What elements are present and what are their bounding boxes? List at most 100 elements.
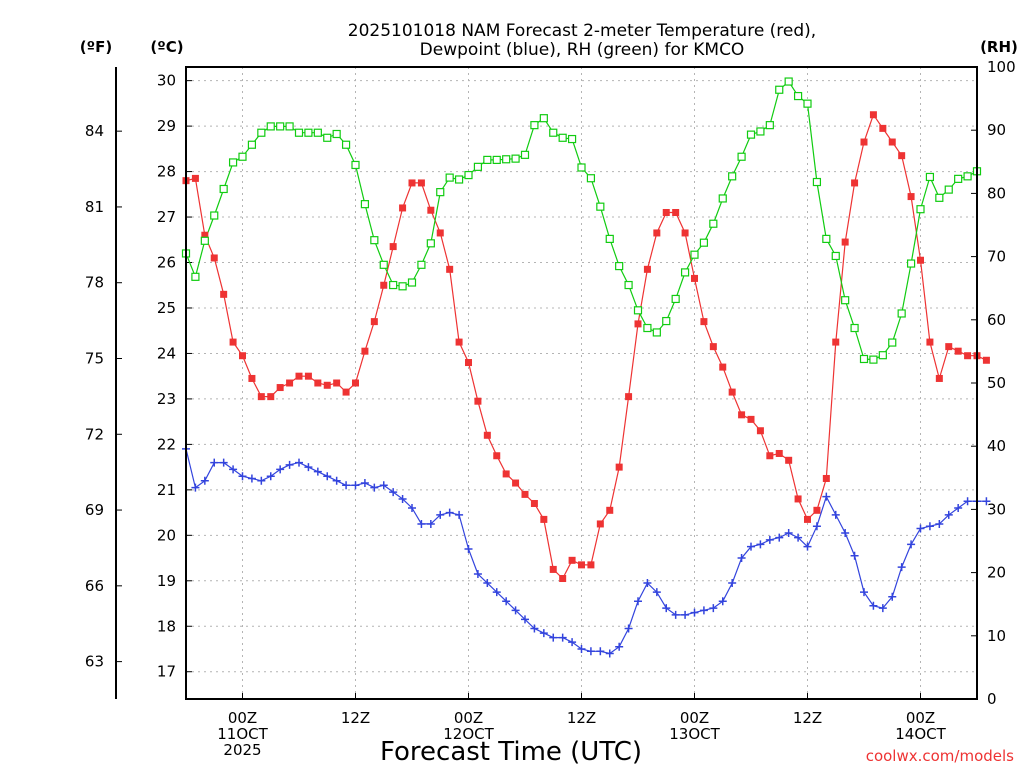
temperature-point-1 <box>191 174 199 182</box>
temperature-point-35 <box>512 479 520 487</box>
rh-tick-label-40: 40 <box>987 437 1006 455</box>
celsius-tick-label-29: 29 <box>157 117 176 135</box>
rh-point-22 <box>389 280 398 290</box>
dewpoint-point-70 <box>841 529 850 538</box>
rh-point-47 <box>624 280 633 290</box>
rh-point-4 <box>219 184 228 194</box>
dewpoint-point-81 <box>944 510 953 519</box>
celsius-tick-label-30: 30 <box>157 72 176 90</box>
dewpoint-point-31 <box>473 569 482 578</box>
rh-point-27 <box>436 188 445 197</box>
x-tick-label-1-0: 12Z <box>341 709 370 727</box>
rh-point-18 <box>351 160 360 170</box>
rh-point-60 <box>746 130 756 139</box>
celsius-tick-label-22: 22 <box>157 435 176 453</box>
rh-point-64 <box>784 77 793 86</box>
rh-point-68 <box>822 234 831 244</box>
celsius-unit-label: (ºC) <box>150 38 183 56</box>
celsius-tick-label-24: 24 <box>157 344 176 362</box>
dewpoint-point-42 <box>577 644 586 653</box>
x-tick-label-2-1: 12OCT <box>443 725 494 743</box>
rh-point-74 <box>878 351 887 360</box>
celsius-axis: 17 18 19 20 21 22 23 24 25 26 27 28 29 30 <box>157 72 192 681</box>
temperature-point-32 <box>483 431 491 439</box>
dewpoint-point-29 <box>455 510 464 519</box>
temperature-point-59 <box>738 411 746 419</box>
dewpoint-point-26 <box>426 519 435 528</box>
temperature-point-81 <box>945 343 953 351</box>
dewpoint-point-65 <box>794 533 803 542</box>
rh-point-54 <box>690 250 699 259</box>
chart-title-line-2: Dewpoint (blue), RH (green) for KMCO <box>420 40 745 60</box>
celsius-tick-label-23: 23 <box>157 390 176 408</box>
dewpoint-point-64 <box>784 529 793 538</box>
fahrenheit-tick-label-72: 72 <box>85 425 104 443</box>
dewpoint-point-71 <box>850 551 859 560</box>
rh-point-41 <box>567 134 577 144</box>
dewpoint-point-3 <box>210 458 219 467</box>
celsius-tick-label-20: 20 <box>157 526 176 544</box>
temperature-point-67 <box>813 506 821 514</box>
celsius-tick-label-25: 25 <box>157 299 176 317</box>
rh-point-72 <box>859 354 869 364</box>
rh-point-25 <box>417 260 426 269</box>
temperature-point-8 <box>257 393 265 401</box>
dewpoint-point-48 <box>634 597 642 606</box>
temperature-point-77 <box>907 193 915 201</box>
celsius-tick-label-19: 19 <box>157 572 176 590</box>
rh-tick-label-50: 50 <box>987 374 1006 392</box>
rh-point-52 <box>671 294 680 304</box>
dewpoint-point-51 <box>662 604 671 613</box>
dewpoint-point-75 <box>888 592 897 601</box>
dewpoint-point-61 <box>756 540 765 549</box>
rh-point-51 <box>662 316 671 326</box>
rh-point-40 <box>558 133 567 142</box>
dewpoint-point-80 <box>935 519 944 528</box>
celsius-tick-label-18: 18 <box>157 617 176 635</box>
temperature-point-79 <box>926 338 934 346</box>
rh-point-11 <box>285 122 294 131</box>
temperature-point-40 <box>559 575 567 583</box>
rh-point-77 <box>906 259 916 268</box>
temperature-point-60 <box>747 415 755 423</box>
rh-point-21 <box>379 260 388 269</box>
temperature-point-41 <box>568 556 576 564</box>
dewpoint-point-10 <box>276 465 285 474</box>
temperature-point-11 <box>286 379 294 387</box>
dewpoint-point-4 <box>219 458 228 467</box>
dewpoint-point-20 <box>370 483 379 492</box>
dewpoint-point-66 <box>803 542 812 551</box>
rh-point-79 <box>925 172 935 182</box>
rh-tick-label-0: 0 <box>987 690 997 708</box>
rh-point-19 <box>360 200 370 209</box>
rh-point-29 <box>454 175 464 184</box>
temperature-point-26 <box>427 206 435 214</box>
temperature-point-27 <box>436 229 444 237</box>
dewpoint-point-11 <box>285 460 294 469</box>
temperature-point-13 <box>304 372 312 380</box>
rh-point-39 <box>549 128 558 137</box>
temperature-point-71 <box>851 179 859 187</box>
rh-point-70 <box>841 296 850 305</box>
dewpoint-point-2 <box>200 476 209 485</box>
dewpoint-point-44 <box>596 647 605 656</box>
temperature-point-5 <box>229 338 237 346</box>
celsius-tick-label-26: 26 <box>157 254 176 272</box>
rh-point-16 <box>332 129 341 139</box>
x-tick-label-2-0: 00Z <box>454 709 483 727</box>
x-tick-label-6-0: 00Z <box>906 709 935 727</box>
dewpoint-point-82 <box>954 504 963 513</box>
dewpoint-point-1 <box>191 483 200 492</box>
dewpoint-line <box>185 448 987 655</box>
temperature-point-7 <box>248 374 256 382</box>
dewpoint-point-30 <box>464 544 473 553</box>
dewpoint-point-21 <box>379 481 388 490</box>
temperature-point-72 <box>860 138 868 146</box>
temperature-point-58 <box>728 388 736 396</box>
rh-point-14 <box>313 128 322 137</box>
rh-tick-label-20: 20 <box>987 564 1006 582</box>
dewpoint-point-18 <box>351 481 360 490</box>
dewpoint-point-58 <box>728 579 737 588</box>
temperature-point-57 <box>719 363 727 371</box>
temperature-point-85 <box>982 356 990 364</box>
